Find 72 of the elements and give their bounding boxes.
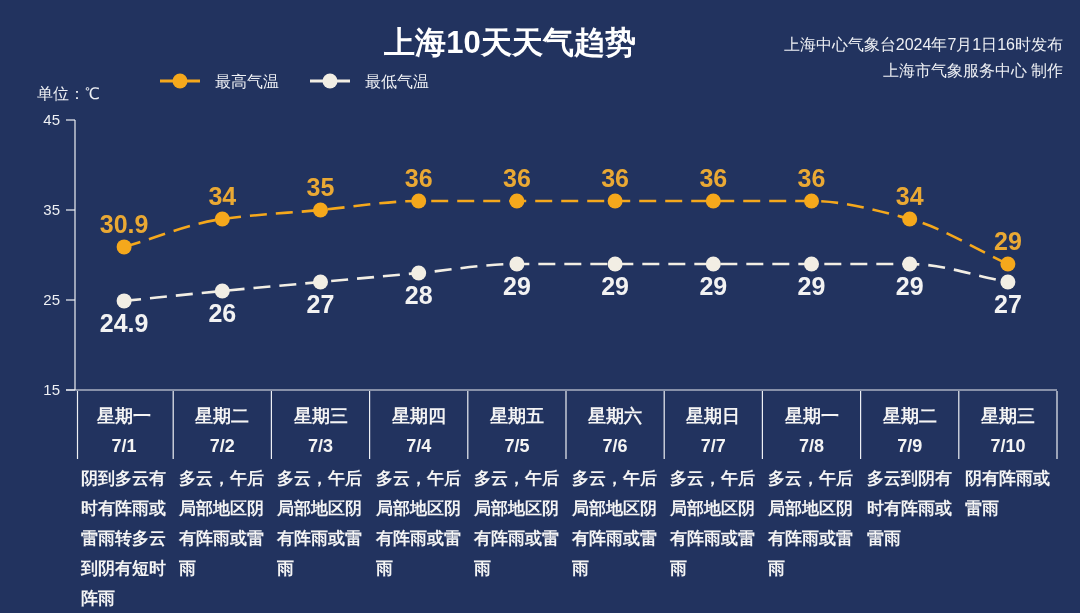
ytick: 25 bbox=[43, 291, 60, 308]
annotation: 上海市气象服务中心 制作 bbox=[882, 62, 1063, 79]
point bbox=[1000, 274, 1016, 290]
title: 上海10天天气趋势 bbox=[384, 25, 636, 60]
annotation: 上海中心气象台2024年7月1日16时发布 bbox=[783, 36, 1063, 53]
ytick: 45 bbox=[43, 111, 60, 128]
data-label: 29 bbox=[699, 272, 728, 300]
category: 星期三 7/3 bbox=[293, 406, 348, 456]
data-label: 29 bbox=[797, 272, 826, 300]
category: 星期二 7/2 bbox=[195, 406, 250, 456]
category: 星期二 7/9 bbox=[882, 406, 937, 456]
data-label: 30.9 bbox=[99, 209, 149, 238]
point bbox=[214, 211, 230, 227]
category-description: 多云，午后局部地区阴有阵雨或雷雨 bbox=[768, 468, 855, 579]
point bbox=[804, 256, 819, 272]
point bbox=[214, 283, 230, 299]
point bbox=[1000, 256, 1016, 272]
data-label: 36 bbox=[601, 164, 629, 192]
data-label: 36 bbox=[797, 164, 826, 192]
data-label: 29 bbox=[994, 227, 1022, 255]
legend-label: 最低气温 bbox=[365, 73, 429, 90]
category-description: 阴有阵雨或雷雨 bbox=[964, 468, 1051, 519]
data-label: 35 bbox=[306, 173, 335, 201]
category: 星期三 7/10 bbox=[980, 406, 1035, 456]
data-label: 27 bbox=[306, 290, 335, 318]
point bbox=[804, 193, 819, 209]
category-description: 阴到多云有时有阵雨或雷雨转多云到阴有短时阵雨 bbox=[81, 468, 167, 609]
ytick: 35 bbox=[43, 201, 60, 218]
ylabel: 单位：℃ bbox=[37, 85, 100, 102]
data-label: 36 bbox=[503, 164, 531, 192]
category-description: 多云，午后局部地区阴有阵雨或雷雨 bbox=[179, 468, 266, 579]
point bbox=[902, 211, 918, 227]
point bbox=[313, 202, 328, 218]
point bbox=[902, 256, 918, 272]
category-description: 多云，午后局部地区阴有阵雨或雷雨 bbox=[473, 468, 560, 579]
legend-label: 最高气温 bbox=[215, 73, 279, 90]
data-label: 24.9 bbox=[99, 308, 149, 337]
point bbox=[116, 239, 132, 255]
point bbox=[705, 193, 721, 209]
data-label: 29 bbox=[503, 272, 531, 300]
category: 星期五 7/5 bbox=[489, 406, 544, 456]
category-description: 多云，午后局部地区阴有阵雨或雷雨 bbox=[277, 468, 364, 579]
category-description: 多云，午后局部地区阴有阵雨或雷雨 bbox=[670, 468, 757, 579]
data-label: 34 bbox=[208, 182, 237, 210]
point bbox=[116, 293, 132, 309]
data-label: 28 bbox=[404, 281, 433, 309]
data-label: 27 bbox=[994, 290, 1022, 318]
point bbox=[509, 256, 525, 272]
point bbox=[313, 274, 328, 290]
data-label: 29 bbox=[895, 272, 924, 300]
data-label: 29 bbox=[601, 272, 629, 300]
data-label: 26 bbox=[208, 299, 237, 327]
legend-item: 最高气温 bbox=[160, 73, 279, 90]
category-description: 多云到阴有时有阵雨或雷雨 bbox=[866, 468, 953, 549]
category: 星期日 7/7 bbox=[686, 406, 741, 456]
category: 星期六 7/6 bbox=[588, 406, 643, 456]
point bbox=[411, 265, 427, 281]
legend-item: 最低气温 bbox=[310, 73, 429, 90]
point bbox=[509, 193, 525, 209]
category: 星期一 7/1 bbox=[97, 406, 152, 456]
category: 星期四 7/4 bbox=[391, 406, 446, 456]
point bbox=[705, 256, 721, 272]
ytick: 15 bbox=[43, 381, 60, 398]
point bbox=[607, 256, 623, 272]
category-description: 多云，午后局部地区阴有阵雨或雷雨 bbox=[375, 468, 462, 579]
data-label: 36 bbox=[699, 164, 728, 192]
point bbox=[411, 193, 427, 209]
category: 星期一 7/8 bbox=[784, 406, 839, 456]
data-label: 36 bbox=[404, 164, 433, 192]
data-label: 34 bbox=[895, 182, 924, 210]
point bbox=[607, 193, 623, 209]
category-description: 多云，午后局部地区阴有阵雨或雷雨 bbox=[572, 468, 658, 579]
